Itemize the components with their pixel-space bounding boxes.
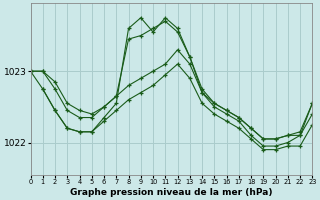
X-axis label: Graphe pression niveau de la mer (hPa): Graphe pression niveau de la mer (hPa) — [70, 188, 273, 197]
